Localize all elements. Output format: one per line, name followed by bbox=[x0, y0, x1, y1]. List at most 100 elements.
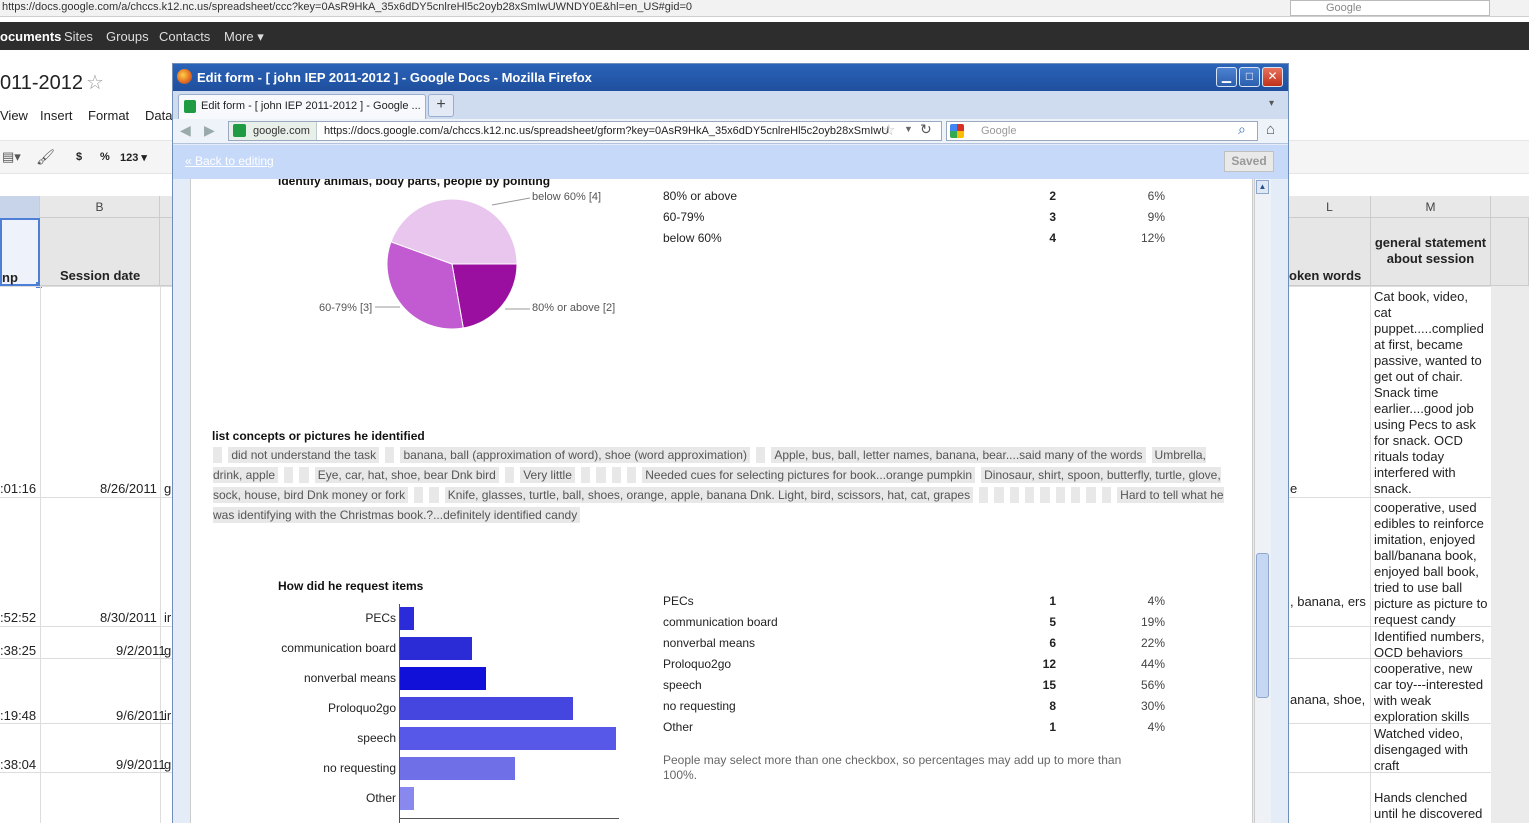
answers-list-concepts: did not understand the task banana, ball… bbox=[213, 445, 1233, 525]
google-search-engine-icon[interactable] bbox=[950, 124, 964, 138]
column-header-l[interactable]: L bbox=[1289, 196, 1371, 218]
cell-timestamp[interactable]: :01:16 bbox=[0, 481, 37, 496]
column-header-a[interactable] bbox=[0, 196, 40, 218]
cell-general-statement[interactable]: Watched video, disengaged with craft bbox=[1371, 724, 1491, 773]
paint-format-icon[interactable]: ▤▾ bbox=[2, 149, 21, 164]
cell-session-date[interactable]: 8/26/2011 bbox=[100, 481, 157, 496]
stat-label: no requesting bbox=[663, 699, 736, 713]
reload-icon[interactable]: ↻ bbox=[920, 121, 932, 137]
menu-format[interactable]: Format bbox=[88, 108, 130, 123]
answer-chip: did not understand the task bbox=[228, 447, 380, 463]
menu-view[interactable]: View bbox=[0, 108, 28, 123]
fill-handle[interactable] bbox=[36, 282, 42, 288]
bar-label: no requesting bbox=[323, 761, 396, 775]
pie-chart-pointing bbox=[375, 197, 531, 330]
cell-timestamp[interactable]: :38:04 bbox=[0, 757, 37, 772]
vertical-scrollbar[interactable] bbox=[1254, 179, 1271, 823]
back-to-editing-link[interactable]: « Back to editing bbox=[185, 154, 274, 168]
scrollbar-thumb[interactable] bbox=[1256, 553, 1269, 698]
column-header-m[interactable]: M bbox=[1371, 196, 1491, 218]
background-url-text[interactable]: https://docs.google.com/a/chccs.k12.nc.u… bbox=[2, 1, 692, 13]
menu-data[interactable]: Data bbox=[145, 108, 173, 123]
cell-timestamp[interactable]: :38:25 bbox=[0, 643, 37, 658]
checkbox-note: People may select more than one checkbox… bbox=[663, 753, 1122, 782]
cell-timestamp[interactable]: :52:52 bbox=[0, 610, 37, 625]
nav-groups[interactable]: Groups bbox=[106, 29, 149, 44]
url-dropdown-icon[interactable]: ▼ bbox=[904, 124, 913, 134]
stat-percent: 12% bbox=[1140, 231, 1165, 245]
header-cell-general-statement[interactable]: general statement about session bbox=[1371, 218, 1491, 286]
cell-c[interactable]: g bbox=[164, 481, 172, 496]
cell-session-date[interactable]: 9/6/2011 bbox=[116, 708, 166, 723]
cell-c[interactable]: g bbox=[164, 757, 172, 772]
stat-label: communication board bbox=[663, 615, 778, 629]
header-cell-n[interactable] bbox=[1491, 218, 1529, 286]
cell-general-statement[interactable]: Cat book, video, cat puppet.....complied… bbox=[1371, 287, 1491, 497]
cell-general-statement[interactable]: Identified numbers, OCD behaviors bbox=[1371, 627, 1491, 660]
stat-percent: 22% bbox=[1140, 636, 1165, 650]
stat-row: 60-79% 3 9% bbox=[663, 210, 1165, 228]
forward-icon[interactable]: ▶ bbox=[204, 122, 215, 138]
cell-session-date[interactable]: 9/9/2011 bbox=[116, 757, 166, 772]
bar-chart-x-axis bbox=[399, 818, 619, 819]
stat-label: below 60% bbox=[663, 231, 722, 245]
cell-spoken-words[interactable]: e bbox=[1290, 481, 1298, 496]
cell-timestamp[interactable]: :19:48 bbox=[0, 708, 37, 723]
close-button[interactable]: ✕ bbox=[1262, 67, 1283, 87]
tab-edit-form[interactable]: Edit form - [ john IEP 2011-2012 ] - Goo… bbox=[178, 94, 426, 119]
background-search-box[interactable]: Google bbox=[1290, 0, 1490, 16]
answer-chip: banana, ball (approximation of word), sh… bbox=[400, 447, 750, 463]
window-title: Edit form - [ john IEP 2011-2012 ] - Goo… bbox=[173, 64, 1288, 91]
stat-label: PECs bbox=[663, 594, 694, 608]
cell-general-statement[interactable]: cooperative, new car toy---interested wi… bbox=[1371, 659, 1491, 724]
url-bar[interactable]: google.com https://docs.google.com/a/chc… bbox=[228, 121, 942, 141]
url-text: https://docs.google.com/a/chccs.k12.nc.u… bbox=[323, 125, 890, 137]
column-header-b[interactable]: B bbox=[40, 196, 160, 218]
new-tab-button[interactable]: + bbox=[428, 94, 454, 117]
cell-c[interactable]: ir bbox=[164, 708, 172, 723]
nav-more[interactable]: More ▾ bbox=[224, 29, 264, 44]
cell-spoken-words[interactable]: , banana, ers bbox=[1290, 594, 1366, 609]
home-icon[interactable]: ⌂ bbox=[1266, 121, 1276, 138]
cell-general-statement[interactable]: cooperative, used edibles to reinforce i… bbox=[1371, 498, 1491, 627]
stat-row: speech 15 56% bbox=[663, 678, 1165, 696]
nav-sites[interactable]: Sites bbox=[64, 29, 93, 44]
header-cell-timestamp[interactable]: np bbox=[0, 218, 40, 286]
minimize-button[interactable]: ▁ bbox=[1216, 67, 1237, 87]
search-icon[interactable]: ⌕ bbox=[1238, 121, 1246, 137]
nav-contacts[interactable]: Contacts bbox=[159, 29, 211, 44]
question-title-concepts: list concepts or pictures he identified bbox=[212, 429, 425, 443]
star-icon[interactable]: ☆ bbox=[86, 72, 104, 94]
maximize-button[interactable]: □ bbox=[1239, 67, 1260, 87]
format-painter-icon[interactable]: 🖌 bbox=[36, 149, 56, 166]
cell-general-statement[interactable]: Hands clenched until he discovered bbox=[1371, 788, 1491, 823]
search-box[interactable]: Google bbox=[946, 121, 1258, 141]
pie-slice-80-or-above bbox=[451, 263, 518, 329]
doc-title[interactable]: 011-2012 bbox=[0, 72, 84, 94]
currency-button[interactable]: $ bbox=[76, 151, 83, 163]
cell-session-date[interactable]: 9/2/2011 bbox=[116, 643, 166, 658]
scroll-up-arrow[interactable]: ▲ bbox=[1256, 180, 1269, 194]
cell-spoken-words[interactable]: anana, shoe, bbox=[1290, 692, 1366, 707]
bar-proloquo2go bbox=[400, 697, 573, 720]
stat-count: 1 bbox=[1049, 720, 1056, 734]
tab-list-icon[interactable]: ▾ bbox=[1269, 98, 1275, 109]
nav-documents[interactable]: ocuments bbox=[0, 29, 62, 44]
header-cell-session-date[interactable]: Session date bbox=[40, 218, 160, 286]
back-icon[interactable]: ◀ bbox=[180, 122, 191, 138]
header-cell-spoken-words[interactable]: oken words bbox=[1289, 218, 1371, 286]
menu-insert[interactable]: Insert bbox=[40, 108, 73, 123]
stat-count: 3 bbox=[1049, 210, 1056, 224]
stat-label: 80% or above bbox=[663, 189, 738, 203]
stat-label: nonverbal means bbox=[663, 636, 756, 650]
number-format-button[interactable]: 123 ▾ bbox=[120, 152, 147, 164]
bookmark-star-icon[interactable]: ☆ bbox=[882, 122, 896, 139]
site-identity[interactable]: google.com bbox=[229, 122, 317, 140]
cell-c[interactable]: g bbox=[164, 643, 172, 658]
stat-percent: 6% bbox=[1147, 189, 1165, 203]
pie-label-80-above: 80% or above [2] bbox=[532, 302, 616, 314]
saved-button[interactable]: Saved bbox=[1224, 151, 1274, 172]
cell-session-date[interactable]: 8/30/2011 bbox=[100, 610, 157, 625]
cell-c[interactable]: ir bbox=[164, 610, 172, 625]
percent-button[interactable]: % bbox=[100, 151, 110, 163]
